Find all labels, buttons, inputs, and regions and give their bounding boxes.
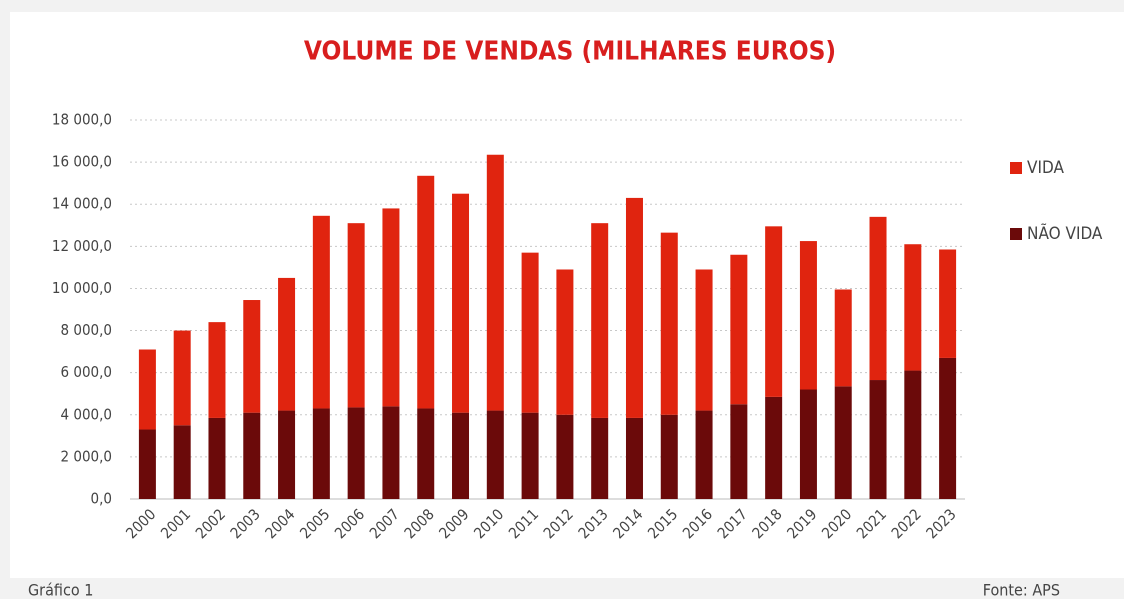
bar [138, 349, 156, 430]
bar [799, 389, 817, 499]
bar [765, 226, 783, 397]
bar [521, 412, 539, 499]
bar [208, 417, 226, 499]
bar [173, 425, 191, 499]
bar [243, 412, 261, 499]
bar [521, 252, 539, 413]
bar [452, 412, 470, 499]
bar [417, 408, 435, 499]
bar [904, 244, 922, 371]
bar [452, 193, 470, 413]
caption: Gráfico 1 [28, 581, 93, 599]
bar [869, 380, 887, 499]
bar [591, 417, 609, 499]
bar [347, 223, 365, 408]
y-tick-label: 4 000,0 [61, 405, 113, 423]
bar [904, 370, 922, 499]
bar [486, 410, 504, 499]
bar [278, 277, 296, 411]
bar [208, 322, 226, 418]
bar [347, 407, 365, 499]
bar [382, 208, 400, 407]
bar [765, 396, 783, 499]
y-tick-label: 18 000,0 [52, 111, 112, 129]
bar [730, 254, 748, 405]
legend-label: VIDA [1027, 158, 1064, 178]
y-tick-label: 2 000,0 [61, 447, 113, 465]
bar [834, 289, 852, 387]
bar [417, 175, 435, 409]
bar [660, 414, 678, 499]
y-tick-label: 0,0 [91, 490, 112, 508]
bar [939, 357, 957, 499]
bar [173, 330, 191, 426]
bar [243, 300, 261, 413]
bar [312, 408, 330, 499]
bar [486, 154, 504, 411]
bar [730, 404, 748, 499]
y-tick-label: 6 000,0 [61, 363, 113, 381]
source: Fonte: APS [983, 581, 1060, 599]
bar [382, 406, 400, 499]
bar [556, 269, 574, 415]
bar [660, 232, 678, 415]
chart-title: VOLUME DE VENDAS (MILHARES EUROS) [304, 37, 836, 67]
legend-label: NÃO VIDA [1027, 222, 1103, 244]
legend-swatch [1010, 162, 1022, 174]
bar [695, 269, 713, 411]
y-tick-label: 16 000,0 [52, 153, 112, 171]
bar [591, 223, 609, 418]
bar [138, 429, 156, 499]
bar [695, 410, 713, 499]
bar [869, 216, 887, 381]
bar [556, 414, 574, 499]
y-tick-label: 14 000,0 [52, 195, 112, 213]
bar [939, 249, 957, 358]
bar [834, 386, 852, 499]
y-tick-label: 10 000,0 [52, 279, 112, 297]
bar [312, 215, 330, 409]
y-tick-label: 8 000,0 [61, 321, 113, 339]
bar [278, 410, 296, 499]
bar [625, 417, 643, 499]
bar [799, 241, 817, 390]
bar [625, 197, 643, 418]
y-tick-label: 12 000,0 [52, 237, 112, 255]
legend-swatch [1010, 228, 1022, 240]
